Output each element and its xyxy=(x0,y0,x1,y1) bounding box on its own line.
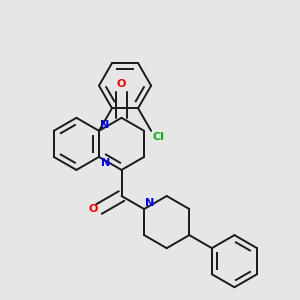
Text: N: N xyxy=(145,198,154,208)
Text: O: O xyxy=(117,79,126,89)
Text: N: N xyxy=(100,158,110,168)
Text: Cl: Cl xyxy=(153,132,164,142)
Text: O: O xyxy=(88,204,98,214)
Text: N: N xyxy=(100,120,110,130)
